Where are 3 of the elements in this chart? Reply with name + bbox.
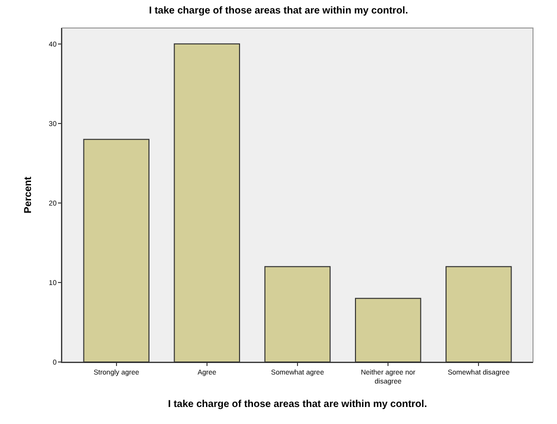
y-axis-title: Percent — [22, 176, 34, 214]
x-axis-title: I take charge of those areas that are within my control. — [168, 399, 428, 410]
chart-title: I take charge of those areas that are within my control. — [149, 5, 408, 16]
